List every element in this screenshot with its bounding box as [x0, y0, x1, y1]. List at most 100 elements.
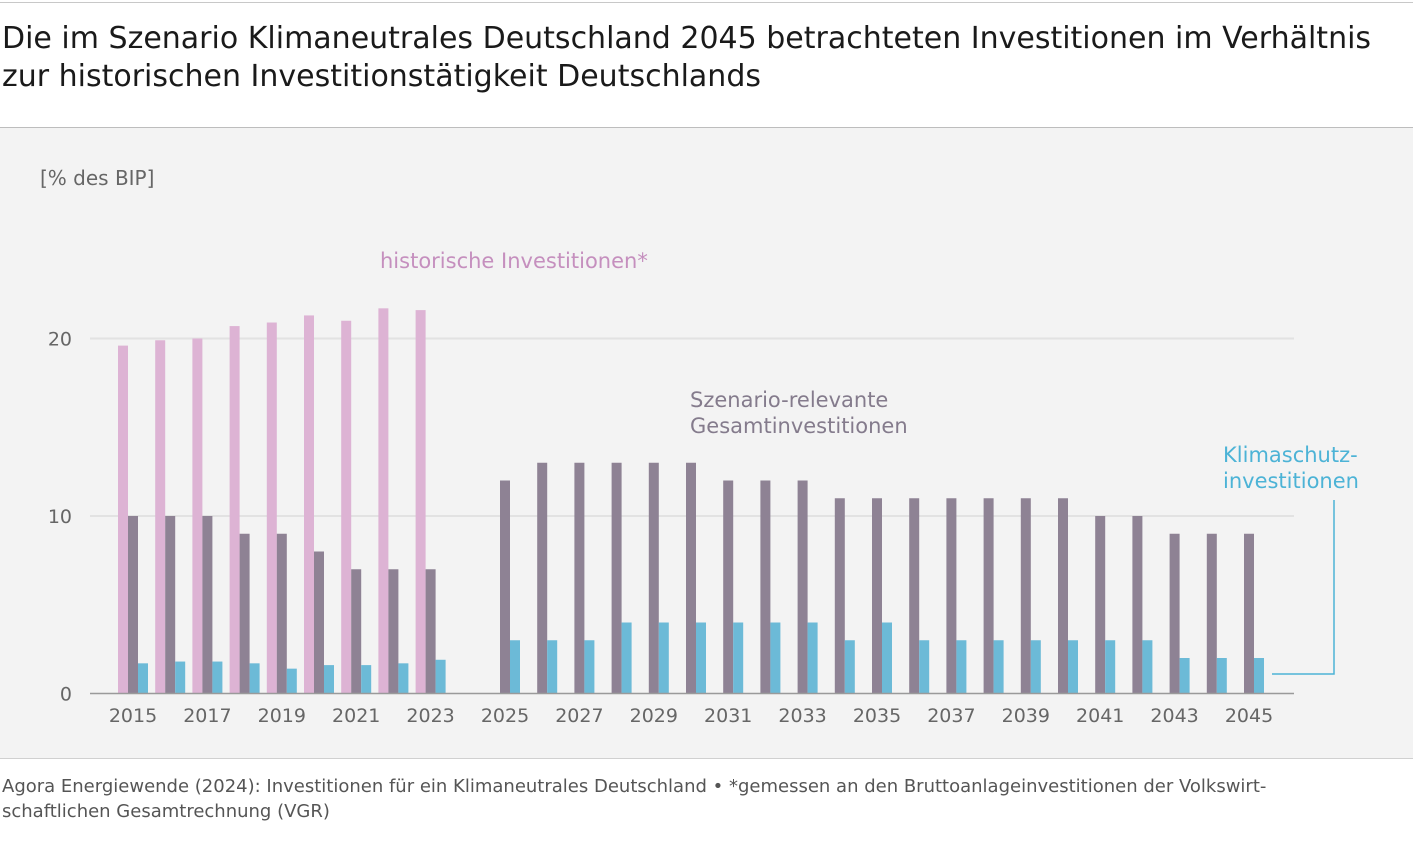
bar-total-investment — [276, 533, 287, 694]
bar-climate-investment — [324, 665, 334, 694]
bar-total-investment — [1058, 498, 1068, 694]
bar-climate-investment — [435, 659, 446, 694]
x-tick-label: 2015 — [109, 705, 157, 727]
bar-total-investment — [1169, 533, 1180, 694]
bar-climate-investment — [398, 663, 409, 694]
bar-climate-investment — [175, 661, 186, 694]
bar-total-investment — [128, 516, 138, 694]
bar-climate-investment — [993, 640, 1004, 694]
bar-climate-investment — [1254, 658, 1264, 694]
bar-historical — [155, 340, 166, 694]
bar-climate-investment — [547, 640, 558, 694]
bar-total-investment — [648, 462, 659, 694]
y-tick-label: 10 — [48, 506, 72, 528]
x-tick-label: 2025 — [481, 705, 529, 727]
bar-climate-investment — [658, 622, 669, 694]
bar-total-investment — [574, 462, 585, 694]
bar-climate-investment — [212, 661, 223, 694]
x-tick-label: 2039 — [1002, 705, 1050, 727]
chart-title-line-2: zur historischen Investitionstätigkeit D… — [2, 59, 761, 94]
bar-total-investment — [351, 569, 362, 694]
bar-total-investment — [1244, 533, 1254, 694]
bars — [90, 308, 1294, 695]
annotation-climate-leader-line — [1272, 500, 1335, 675]
bar-total-investment — [872, 498, 882, 694]
bar-historical — [341, 320, 352, 694]
chart-title: Die im Szenario Klimaneutrales Deutschla… — [2, 20, 1402, 96]
bar-total-investment — [834, 498, 845, 694]
bar-total-investment — [388, 569, 399, 694]
x-tick-label: 2027 — [555, 705, 603, 727]
labels: 0 10 20 [% des BIP] 2015 2017 2019 2021 2023 2025… — [40, 166, 1359, 727]
bar-historical — [118, 345, 128, 694]
bar-total-investment — [202, 516, 213, 694]
bar-climate-investment — [844, 640, 855, 694]
y-axis-label: [% des BIP] — [40, 166, 154, 190]
x-tick-label: 2043 — [1150, 705, 1198, 727]
bar-climate-investment — [770, 622, 781, 694]
annotation-total-line-2: Gesamtinvestitionen — [690, 414, 908, 438]
annotation-climate-line-2: investitionen — [1223, 469, 1359, 493]
bar-total-investment — [723, 480, 734, 694]
bar-climate-investment — [696, 622, 706, 694]
top-rule — [0, 2, 1413, 3]
bar-total-investment — [909, 498, 920, 694]
bar-total-investment — [425, 569, 436, 694]
bar-climate-investment — [1105, 640, 1116, 694]
y-tick-label: 0 — [60, 684, 72, 706]
bar-climate-investment — [584, 640, 595, 694]
x-tick-label: 2029 — [630, 705, 678, 727]
x-tick-label: 2037 — [927, 705, 975, 727]
annotation-climate-line-1: Klimaschutz- — [1223, 443, 1358, 467]
bar-total-investment — [537, 462, 548, 694]
bar-total-investment — [500, 480, 510, 694]
bar-total-investment — [611, 462, 622, 694]
bar-historical — [192, 338, 203, 694]
bar-climate-investment — [807, 622, 818, 694]
source-line-1: Agora Energiewende (2024): Investitionen… — [2, 776, 1267, 797]
source-note: Agora Energiewende (2024): Investitionen… — [2, 774, 1402, 824]
bar-climate-investment — [138, 663, 148, 694]
bar-climate-investment — [510, 640, 520, 694]
x-tick-label: 2023 — [406, 705, 454, 727]
bar-climate-investment — [1142, 640, 1153, 694]
bar-climate-investment — [956, 640, 967, 694]
bar-total-investment — [1020, 498, 1031, 694]
bar-total-investment — [239, 533, 250, 694]
bar-historical — [266, 322, 277, 694]
bar-total-investment — [165, 516, 176, 694]
bar-climate-investment — [919, 640, 930, 694]
bar-climate-investment — [1030, 640, 1041, 694]
x-tick-label: 2041 — [1076, 705, 1124, 727]
bar-total-investment — [797, 480, 808, 694]
bar-climate-investment — [286, 668, 297, 694]
bar-historical — [378, 308, 389, 694]
bar-climate-investment — [249, 663, 260, 694]
bar-climate-investment — [733, 622, 744, 694]
x-tick-label: 2033 — [778, 705, 826, 727]
bar-total-investment — [1132, 516, 1143, 694]
bar-historical — [304, 315, 314, 694]
bar-historical — [229, 326, 240, 694]
bar-total-investment — [686, 462, 696, 694]
bar-total-investment — [983, 498, 994, 694]
bar-total-investment — [760, 480, 771, 694]
bar-total-investment — [946, 498, 957, 694]
bar-total-investment — [314, 551, 324, 694]
bar-total-investment — [1095, 516, 1106, 694]
bar-climate-investment — [882, 622, 892, 694]
x-tick-label: 2021 — [332, 705, 380, 727]
source-line-2: schaftlichen Gesamtrechnung (VGR) — [2, 801, 330, 822]
bar-climate-investment — [1179, 658, 1190, 694]
x-tick-label: 2017 — [183, 705, 231, 727]
x-tick-label: 2031 — [704, 705, 752, 727]
annotation-historical: historische Investitionen* — [380, 249, 648, 273]
y-tick-label: 20 — [48, 329, 72, 351]
x-tick-label: 2045 — [1225, 705, 1273, 727]
bar-climate-investment — [361, 665, 372, 694]
chart-title-line-1: Die im Szenario Klimaneutrales Deutschla… — [2, 21, 1372, 56]
bar-climate-investment — [1216, 658, 1227, 694]
x-tick-label: 2019 — [258, 705, 306, 727]
annotation-total-line-1: Szenario-relevante — [690, 388, 888, 412]
